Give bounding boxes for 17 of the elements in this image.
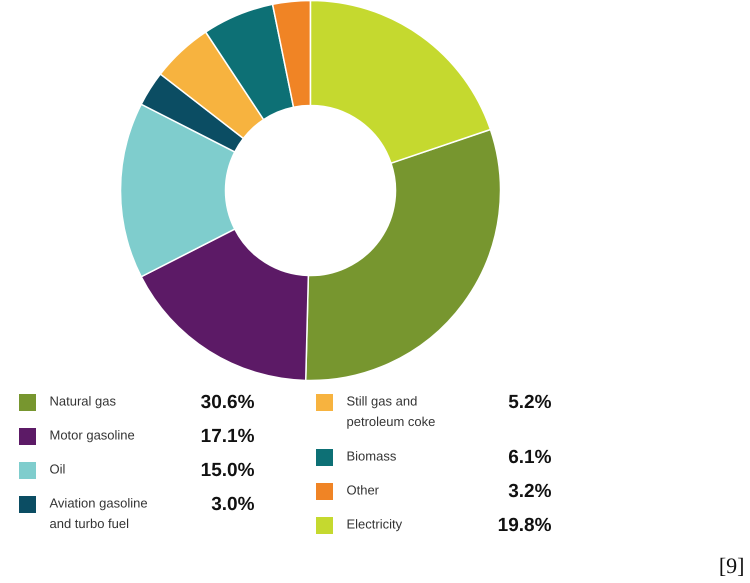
text: [9] xyxy=(718,553,745,578)
legend-label: Biomass xyxy=(346,448,397,464)
data-label: 30.6% xyxy=(200,392,255,413)
legend-label: Still gas and petroleum coke xyxy=(346,394,436,429)
legend-label: Electricity xyxy=(346,516,403,532)
data-label: 6.1% xyxy=(508,447,552,468)
data-label: 3.0% xyxy=(211,494,255,515)
legend-label: Other xyxy=(346,482,380,498)
data-label: 3.2% xyxy=(508,481,552,502)
legend-label: Aviation gasoline and turbo fuel xyxy=(50,496,148,531)
data-label: 5.2% xyxy=(508,392,552,413)
data-label: 17.1% xyxy=(200,426,255,447)
legend-label: Natural gas xyxy=(50,394,116,408)
legend-label: Motor gasoline xyxy=(50,428,135,442)
data-label: 19.8% xyxy=(498,515,552,536)
legend-label: Oil xyxy=(50,462,66,476)
data-label: 15.0% xyxy=(200,460,255,481)
